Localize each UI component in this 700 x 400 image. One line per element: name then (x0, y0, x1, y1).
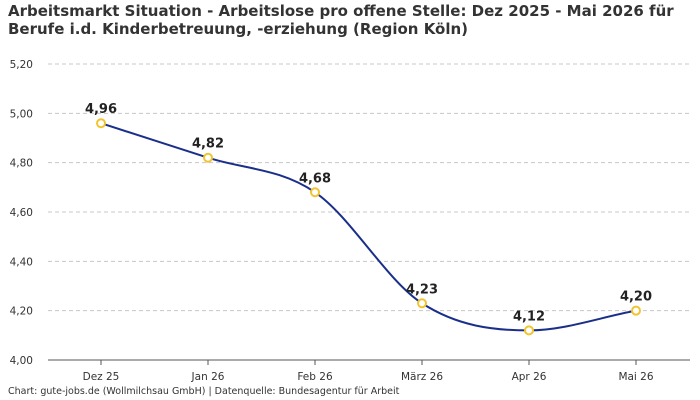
data-point (417, 298, 427, 309)
x-tick-label: Dez 25 (83, 371, 120, 383)
y-tick-label: 4,60 (10, 207, 33, 219)
x-tick-label: Apr 26 (512, 371, 547, 383)
data-point (96, 118, 106, 129)
gridlines (48, 63, 690, 361)
x-tick-label: Feb 26 (297, 371, 333, 383)
chart-title-line-1: Arbeitsmarkt Situation - Arbeitslose pro… (8, 2, 674, 20)
series-line (100, 122, 637, 332)
data-label: 4,20 (620, 290, 652, 305)
data-point (524, 325, 534, 336)
data-points (96, 118, 641, 336)
chart-title: Arbeitsmarkt Situation - Arbeitslose pro… (8, 2, 692, 38)
x-axis: Dez 25 Jan 26 Feb 26 März 26 Apr 26 Mai 26 (48, 359, 690, 383)
y-tick-label: 4,00 (10, 355, 33, 367)
data-label: 4,82 (192, 137, 224, 152)
data-label: 4,96 (85, 102, 117, 117)
data-point (203, 152, 213, 163)
x-tick-label: Mai 26 (618, 371, 653, 383)
data-label: 4,23 (406, 282, 438, 297)
y-tick-label: 4,80 (10, 158, 33, 170)
data-label: 4,68 (299, 171, 331, 186)
y-tick-label: 4,20 (10, 306, 33, 318)
x-tick-label: Jan 26 (191, 371, 225, 383)
y-tick-label: 5,20 (10, 59, 33, 71)
x-tick-label: März 26 (401, 371, 443, 383)
data-label: 4,12 (513, 309, 545, 324)
y-tick-label: 4,40 (10, 256, 33, 268)
y-tick-label: 5,00 (10, 108, 33, 120)
data-labels: 4,96 4,82 4,68 4,23 4,12 4,20 (85, 102, 652, 324)
source-note: Chart: gute-jobs.de (Wollmilchsau GmbH) … (8, 386, 400, 397)
y-axis: 4,00 4,20 4,40 4,60 4,80 5,00 5,20 (10, 59, 33, 367)
chart-title-line-2: Berufe i.d. Kinderbetreuung, -erziehung … (8, 20, 469, 38)
data-point (631, 305, 641, 316)
data-point (310, 187, 320, 198)
